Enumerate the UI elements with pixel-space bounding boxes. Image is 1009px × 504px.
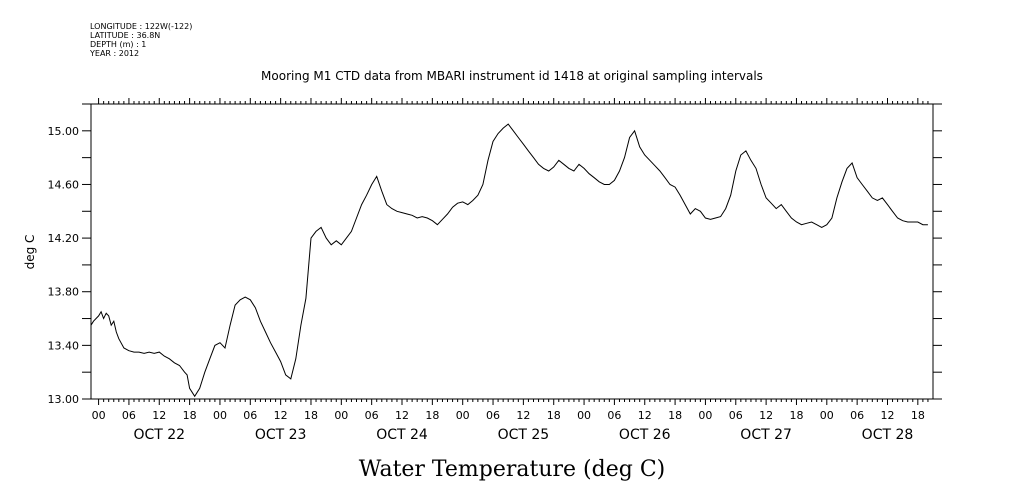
x-day-label: OCT 27 (740, 427, 792, 443)
x-tick-label: 06 (486, 409, 500, 422)
latitude-label: LATITUDE : 36.8N (90, 31, 161, 40)
year-label: YEAR : 2012 (90, 49, 140, 58)
x-tick-label: 12 (516, 409, 530, 422)
metadata-block: LONGITUDE : 122W(-122) LATITUDE : 36.8N … (90, 22, 192, 58)
longitude-label: LONGITUDE : 122W(-122) (90, 22, 193, 31)
x-tick-label: 12 (638, 409, 652, 422)
x-tick-label: 06 (850, 409, 864, 422)
series-line (90, 123, 928, 398)
x-tick-label: 18 (911, 409, 925, 422)
y-tick-label: 13.80 (48, 286, 80, 299)
x-tick-labels: 00 06 12 18 00 06 12 18 00 06 12 18 00 06 12 18 00 06 12 18… (92, 409, 925, 422)
y-tick-label: 15.00 (48, 125, 80, 138)
y-tick-label: 14.20 (48, 232, 80, 245)
x-tick-label: 18 (425, 409, 439, 422)
x-tick-label: 00 (334, 409, 348, 422)
depth-label: DEPTH (m) : 1 (90, 40, 147, 49)
x-tick-label: 00 (92, 409, 106, 422)
y-tick-labels: 13.00 13.40 13.80 14.20 14.60 15.00 (48, 125, 80, 406)
plot-frame (90, 103, 934, 400)
x-tick-label: 12 (880, 409, 894, 422)
x-tick-label: 00 (820, 409, 834, 422)
x-tick-label: 18 (789, 409, 803, 422)
x-tick-label: 18 (183, 409, 197, 422)
x-day-labels: OCT 22 OCT 23 OCT 24 OCT 25 OCT 26 OCT 27 OCT … (133, 427, 913, 443)
x-tick-label: 00 (456, 409, 470, 422)
x-tick-label: 06 (365, 409, 379, 422)
x-tick-label: 00 (577, 409, 591, 422)
x-tick-label: 00 (698, 409, 712, 422)
x-day-label: OCT 28 (862, 427, 914, 443)
x-tick-label: 12 (274, 409, 288, 422)
x-tick-label: 18 (668, 409, 682, 422)
x-tick-label: 18 (304, 409, 318, 422)
x-day-label: OCT 26 (619, 427, 671, 443)
x-tick-label: 00 (213, 409, 227, 422)
y-axis-label: deg C (23, 235, 37, 270)
x-axis-label: Water Temperature (deg C) (359, 457, 666, 482)
y-tick-label: 14.60 (48, 178, 80, 191)
x-tick-label: 12 (395, 409, 409, 422)
x-day-label: OCT 25 (498, 427, 550, 443)
axis-ticks (82, 98, 942, 405)
y-tick-label: 13.00 (48, 393, 80, 406)
x-day-label: OCT 24 (376, 427, 428, 443)
chart-title: Mooring M1 CTD data from MBARI instrumen… (261, 69, 763, 83)
x-tick-label: 12 (759, 409, 773, 422)
x-day-label: OCT 22 (133, 427, 185, 443)
x-tick-label: 06 (122, 409, 136, 422)
x-tick-label: 06 (729, 409, 743, 422)
x-tick-label: 12 (152, 409, 166, 422)
x-tick-label: 06 (607, 409, 621, 422)
x-tick-label: 06 (243, 409, 257, 422)
x-day-label: OCT 23 (255, 427, 307, 443)
y-tick-label: 13.40 (48, 339, 80, 352)
x-tick-label: 18 (547, 409, 561, 422)
